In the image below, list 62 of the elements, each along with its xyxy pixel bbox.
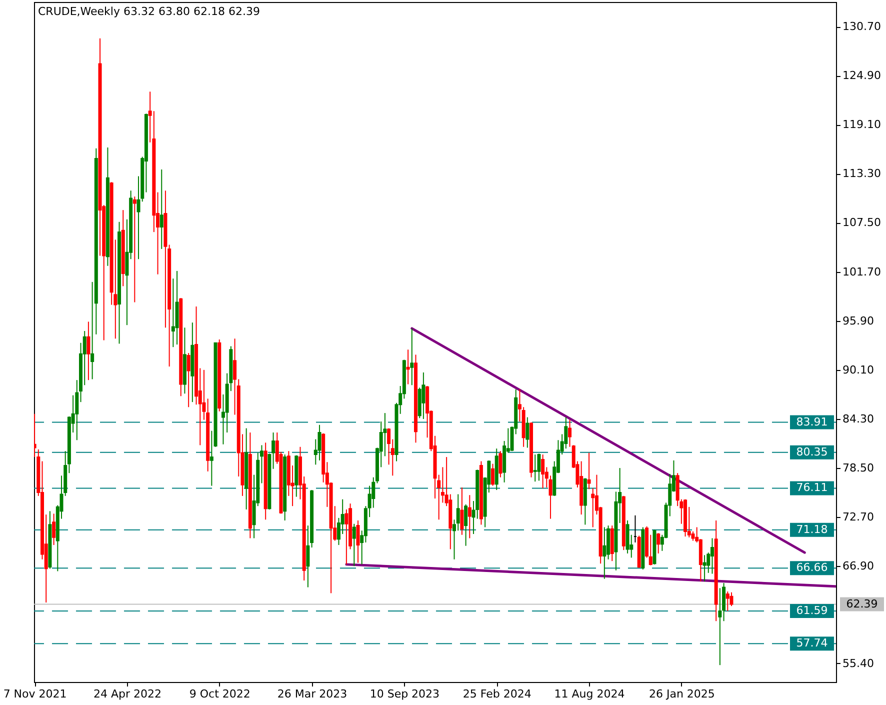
- candlestick: [526, 416, 530, 448]
- ref-line-label: 76.11: [796, 481, 828, 494]
- candlestick: [344, 508, 348, 565]
- y-tick-label: 95.90: [842, 314, 874, 328]
- candlestick: [210, 430, 214, 486]
- candlestick: [541, 454, 545, 489]
- y-tick-label: 107.50: [842, 216, 881, 230]
- candlestick: [52, 513, 56, 546]
- y-tick-label: 78.50: [842, 462, 874, 475]
- x-tick-label: 25 Feb 2024: [462, 688, 532, 700]
- candlestick: [491, 463, 495, 486]
- candlestick: [730, 592, 734, 607]
- candlestick: [587, 452, 591, 490]
- x-tick-label: 24 Apr 2022: [93, 688, 162, 700]
- candlestick: [406, 349, 410, 385]
- candlestick: [498, 450, 502, 478]
- y-tick-label: 72.70: [842, 510, 874, 524]
- y-tick-label: 90.10: [842, 363, 874, 376]
- candlestick: [160, 168, 164, 250]
- x-tick-label: 7 Nov 2021: [3, 688, 67, 700]
- candlestick: [422, 372, 426, 420]
- y-tick-label: 119.10: [842, 118, 881, 132]
- candlestick: [132, 196, 136, 303]
- candlestick: [710, 538, 714, 574]
- ref-line-label: 66.66: [796, 561, 828, 574]
- candlestick: [468, 494, 472, 539]
- ref-line-label: 57.74: [796, 636, 828, 650]
- x-tick-label: 26 Mar 2023: [277, 688, 348, 700]
- candlestick: [460, 486, 464, 536]
- y-tick-label: 113.30: [842, 167, 881, 180]
- candlestick: [702, 554, 706, 582]
- x-tick-label: 26 Jan 2025: [648, 688, 715, 700]
- candlestick: [726, 591, 730, 612]
- candlestick: [718, 588, 722, 666]
- candlestick: [410, 328, 414, 386]
- candlestick: [272, 432, 276, 470]
- y-tick-label: 124.90: [842, 69, 881, 82]
- y-tick-label: 66.90: [842, 560, 874, 573]
- chart-title: CRUDE,Weekly 63.32 63.80 62.18 62.39: [38, 5, 260, 18]
- candlestick: [548, 475, 552, 520]
- candlestick: [464, 504, 468, 546]
- candlestick: [656, 532, 660, 554]
- y-tick-label: 130.70: [842, 20, 881, 34]
- x-tick-label: 9 Oct 2022: [189, 688, 250, 700]
- ref-line-label: 62.39: [846, 597, 878, 610]
- candlestick: [352, 523, 356, 567]
- candlestick: [318, 424, 322, 461]
- candlestick: [602, 526, 606, 580]
- y-tick-label: 55.40: [842, 656, 874, 670]
- ref-line-label: 80.35: [796, 445, 828, 458]
- ref-line-label: 83.91: [796, 415, 828, 428]
- ref-line-label: 61.59: [796, 604, 828, 618]
- candlestick: [86, 321, 90, 381]
- y-tick-label: 84.30: [842, 412, 874, 426]
- candlestick: [186, 352, 190, 408]
- x-tick-label: 11 Aug 2024: [554, 688, 625, 700]
- ref-line-label: 71.18: [796, 522, 828, 536]
- x-tick-label: 10 Sep 2023: [370, 688, 440, 700]
- y-tick-label: 101.70: [842, 265, 881, 278]
- candlestick: [533, 454, 537, 482]
- candlestick: [356, 520, 360, 564]
- candlestick: [537, 453, 541, 482]
